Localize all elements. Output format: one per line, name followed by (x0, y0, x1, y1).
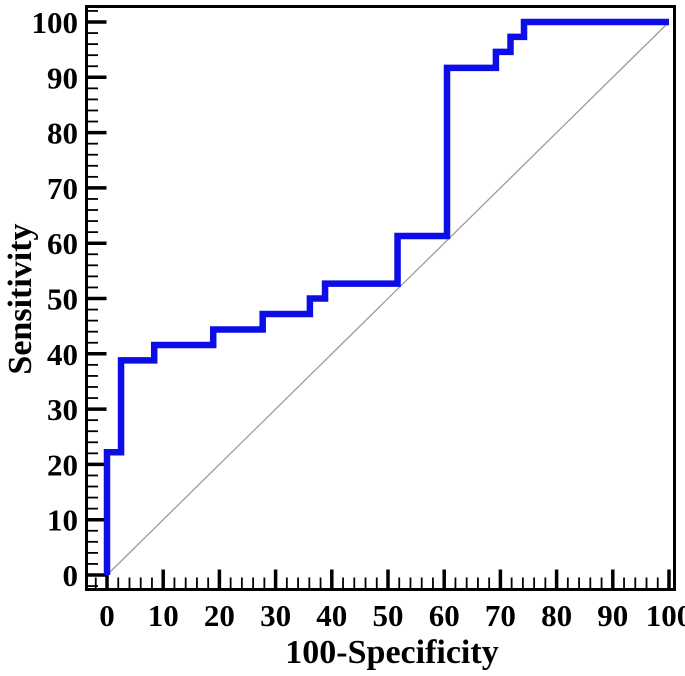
x-tick-label: 70 (485, 598, 516, 633)
x-axis-minor-ticks (94, 577, 659, 590)
y-tick-label: 20 (47, 447, 78, 482)
y-tick-label: 60 (47, 226, 78, 261)
reference-diagonal-line (106, 21, 670, 576)
y-tick-label: 40 (47, 337, 78, 372)
y-tick-label: 30 (47, 392, 78, 427)
y-tick-label: 0 (63, 558, 79, 593)
y-tick-label: 50 (47, 282, 78, 317)
x-tick-label: 40 (316, 598, 347, 633)
x-tick-label: 20 (204, 598, 235, 633)
x-tick-label: 0 (99, 598, 115, 633)
y-axis-minor-ticks (86, 10, 98, 587)
x-tick-label: 50 (373, 598, 404, 633)
x-tick-label: 10 (148, 598, 179, 633)
x-axis-major-ticks: 0 10 20 30 40 50 60 70 80 90 100 (99, 569, 685, 633)
x-tick-label: 80 (541, 598, 572, 633)
y-tick-label: 80 (47, 116, 78, 151)
roc-curve-line (103, 18, 669, 575)
x-axis-title: 100-Specificity (285, 634, 499, 671)
x-tick-label: 30 (260, 598, 291, 633)
plot-frame (85, 5, 676, 591)
x-tick-label: 90 (597, 598, 628, 633)
y-axis-major-ticks: 0 10 20 30 40 50 60 70 80 90 100 (32, 5, 107, 593)
x-tick-label: 60 (429, 598, 460, 633)
y-tick-label: 10 (47, 503, 78, 538)
y-tick-label: 100 (32, 5, 79, 40)
y-tick-label: 90 (47, 60, 78, 95)
y-axis-title: Sensitivity (2, 223, 39, 375)
y-tick-label: 70 (47, 171, 78, 206)
x-tick-label: 100 (646, 598, 685, 633)
